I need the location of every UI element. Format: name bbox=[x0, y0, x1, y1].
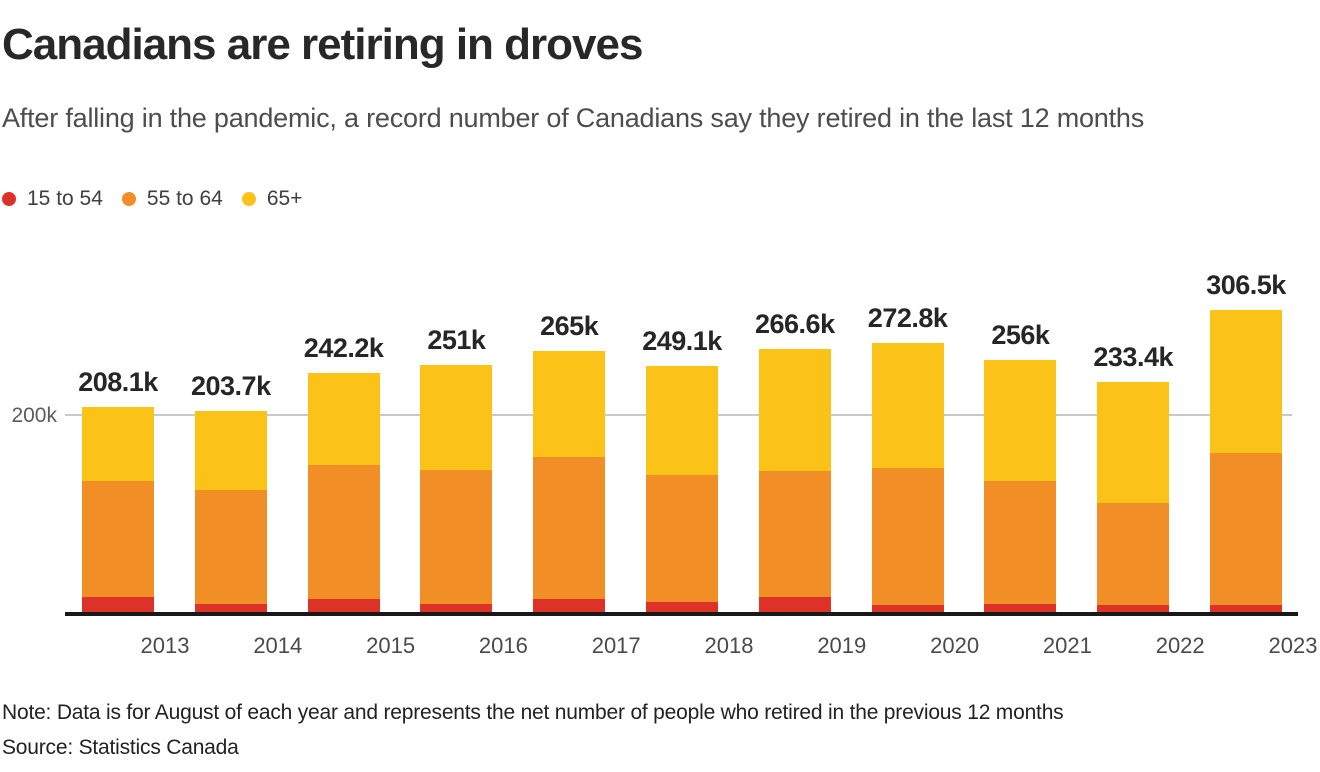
chart-subtitle: After falling in the pandemic, a record … bbox=[2, 103, 1145, 133]
x-axis-label: 2022 bbox=[1155, 633, 1205, 658]
x-axis-label: 2014 bbox=[253, 633, 303, 658]
x-axis-label: 2017 bbox=[591, 633, 641, 658]
bar-segment-15-to-54 bbox=[1210, 605, 1282, 613]
chart-title: Canadians are retiring in droves bbox=[2, 20, 643, 69]
legend-dot-icon bbox=[241, 192, 256, 206]
bar-value-label: 265k bbox=[540, 310, 599, 341]
source-text: Source: Statistics Canada bbox=[2, 736, 239, 759]
legend-label: 55 to 64 bbox=[146, 187, 223, 210]
bar-segment-55-to-64 bbox=[871, 467, 944, 606]
x-axis-line bbox=[65, 612, 1298, 616]
bar-segment-55-to-64 bbox=[194, 490, 267, 604]
bar-segment-65+ bbox=[420, 364, 493, 470]
bar-segment-55-to-64 bbox=[307, 465, 380, 599]
bar-segment-15-to-54 bbox=[420, 603, 493, 613]
bar-segment-65+ bbox=[194, 411, 267, 491]
x-axis-label: 2018 bbox=[704, 633, 754, 658]
bar-segment-55-to-64 bbox=[1210, 453, 1282, 606]
bar-segment-55-to-64 bbox=[82, 481, 154, 598]
bar-segment-15-to-54 bbox=[646, 602, 718, 613]
bar-value-label: 233.4k bbox=[1093, 341, 1173, 372]
bar-value-label: 203.7k bbox=[191, 371, 271, 402]
bar-segment-15-to-54 bbox=[984, 603, 1057, 613]
x-axis-label: 2023 bbox=[1268, 633, 1318, 658]
bar-segment-65+ bbox=[646, 366, 718, 475]
bar-segment-15-to-54 bbox=[533, 599, 606, 613]
bar-segment-55-to-64 bbox=[646, 474, 718, 603]
bar-segment-15-to-54 bbox=[82, 597, 154, 613]
x-axis-label: 2013 bbox=[140, 633, 190, 658]
bar-segment-15-to-54 bbox=[1097, 604, 1170, 613]
legend: 15 to 54 55 to 64 65+ bbox=[2, 187, 302, 211]
legend-item: 15 to 54 bbox=[2, 187, 103, 211]
legend-item: 55 to 64 bbox=[121, 187, 223, 211]
x-axis-label: 2019 bbox=[817, 633, 867, 658]
bar-segment-65+ bbox=[984, 359, 1057, 481]
legend-label: 15 to 54 bbox=[27, 187, 103, 210]
bar-segment-55-to-64 bbox=[420, 469, 493, 604]
bar-value-label: 249.1k bbox=[642, 326, 722, 357]
bar-segment-55-to-64 bbox=[1097, 502, 1170, 605]
bar-value-label: 208.1k bbox=[78, 366, 158, 397]
bar-segment-15-to-54 bbox=[758, 597, 831, 613]
bar-value-label: 256k bbox=[991, 319, 1050, 350]
bar-segment-65+ bbox=[1210, 309, 1282, 454]
legend-dot-icon bbox=[2, 192, 16, 206]
legend-item: 65+ bbox=[241, 187, 303, 211]
bar-segment-15-to-54 bbox=[307, 598, 380, 613]
bar-segment-65+ bbox=[307, 373, 380, 466]
bar-segment-65+ bbox=[758, 349, 831, 472]
bar-value-label: 266.6k bbox=[755, 309, 835, 340]
bar-segment-65+ bbox=[533, 350, 606, 458]
legend-dot-icon bbox=[121, 192, 136, 206]
bar-segment-55-to-64 bbox=[758, 471, 831, 598]
bar-segment-15-to-54 bbox=[871, 605, 944, 613]
x-axis-label: 2016 bbox=[478, 633, 528, 658]
bar-segment-65+ bbox=[1097, 381, 1170, 503]
bar-value-label: 242.2k bbox=[303, 333, 384, 364]
note-text: Note: Data is for August of each year an… bbox=[2, 701, 1064, 724]
x-axis-label: 2021 bbox=[1042, 633, 1092, 658]
bar-value-label: 272.8k bbox=[867, 302, 948, 333]
bar-segment-15-to-54 bbox=[194, 603, 267, 613]
y-axis-tick-label: 200k bbox=[11, 404, 57, 427]
bar-segment-65+ bbox=[871, 342, 944, 468]
bar-value-label: 306.5k bbox=[1206, 269, 1286, 300]
bar-value-label: 251k bbox=[427, 324, 486, 355]
x-axis-label: 2015 bbox=[366, 633, 416, 658]
bar-segment-55-to-64 bbox=[984, 480, 1057, 604]
bar-segment-55-to-64 bbox=[533, 457, 606, 600]
legend-label: 65+ bbox=[266, 187, 303, 210]
bar-segment-65+ bbox=[82, 407, 154, 482]
x-axis-label: 2020 bbox=[930, 633, 980, 658]
